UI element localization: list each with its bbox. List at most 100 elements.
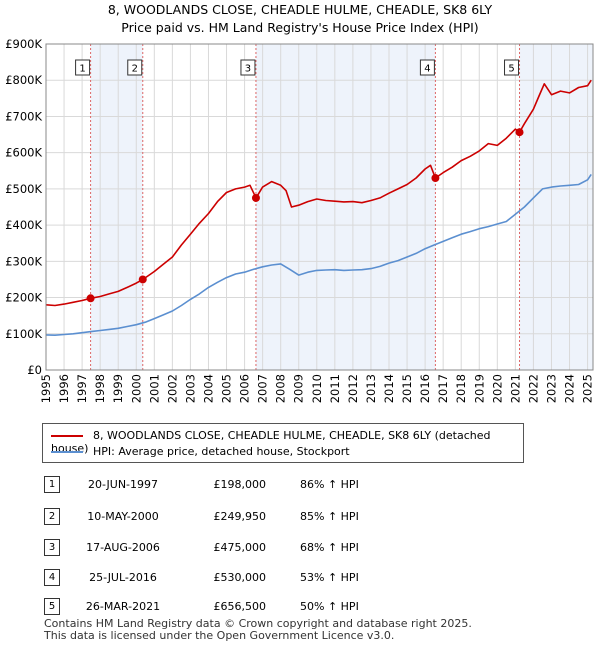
sale-hpi-change: 85% ↑ HPI	[300, 510, 359, 523]
sale-point	[251, 193, 260, 202]
sale-number: 1	[44, 476, 60, 493]
x-tick-label: 2012	[346, 374, 360, 403]
table-row: 5 26-MAR-2021 £656,500 50% ↑ HPI	[0, 596, 600, 616]
legend-swatch-property	[51, 435, 83, 437]
plot-frame	[45, 43, 594, 371]
grid	[45, 43, 593, 371]
sale-date: 25-JUL-2016	[89, 571, 157, 584]
chart-title-line1: 8, WOODLANDS CLOSE, CHEADLE HULME, CHEAD…	[107, 2, 493, 17]
ownership-span	[519, 44, 593, 370]
sale-price: £656,500	[213, 600, 267, 613]
sale-label-box	[240, 59, 256, 76]
x-tick-label: 2018	[454, 374, 468, 403]
y-tick-label: £700K	[5, 109, 42, 123]
y-tick-label: £300K	[5, 254, 42, 268]
sale-label-number: 1	[79, 64, 85, 75]
x-tick-label: 2011	[328, 374, 342, 403]
sale-label-number: 4	[424, 64, 430, 75]
x-tick-label: 2001	[147, 374, 161, 403]
sale-hpi-change: 53% ↑ HPI	[300, 571, 359, 584]
y-tick-label: £800K	[5, 73, 42, 87]
sale-label-box	[75, 59, 91, 76]
footer-licence: This data is licensed under the Open Gov…	[44, 629, 395, 642]
x-tick-label: 2014	[382, 374, 396, 403]
x-tick-label: 2007	[256, 374, 270, 403]
sale-hpi-change: 86% ↑ HPI	[300, 478, 359, 491]
x-tick-label: 2023	[544, 374, 558, 403]
table-row: 4 25-JUL-2016 £530,000 53% ↑ HPI	[0, 567, 600, 587]
x-tick-label: 2013	[364, 374, 378, 403]
ownership-span	[90, 44, 143, 370]
sale-number: 3	[44, 539, 60, 556]
sale-point	[431, 174, 440, 183]
sale-price: £249,950	[213, 510, 267, 523]
x-tick-label: 2019	[472, 374, 486, 403]
sale-price: £475,000	[213, 541, 267, 554]
x-tick-label: 1999	[111, 374, 125, 403]
x-tick-label: 2024	[563, 374, 577, 403]
x-tick-label: 2005	[220, 374, 234, 403]
x-tick-label: 2021	[508, 374, 522, 403]
x-tick-label: 2003	[183, 374, 197, 403]
x-tick-label: 1998	[93, 374, 107, 403]
price-chart: £0 £100K £200K £300K £400K £500K £600K £700K £80…	[5, 37, 594, 403]
sale-label-number: 5	[508, 64, 514, 75]
sale-label-box	[127, 59, 143, 76]
x-tick-label: 2004	[201, 374, 215, 403]
y-tick-label: £900K	[5, 37, 42, 51]
x-tick-label: 2010	[310, 374, 324, 403]
y-tick-label: £600K	[5, 146, 42, 160]
sale-hpi-change: 50% ↑ HPI	[300, 600, 359, 613]
axes: £0 £100K £200K £300K £400K £500K £600K £700K £80…	[5, 37, 594, 403]
legend-label-hpi: HPI: Average price, detached house, Stoc…	[93, 445, 350, 458]
x-tick-label: 2015	[400, 374, 414, 403]
sale-label-box	[504, 59, 520, 76]
legend: 8, WOODLANDS CLOSE, CHEADLE HULME, CHEAD…	[42, 423, 524, 463]
sale-price: £198,000	[213, 478, 267, 491]
x-tick-label: 2020	[490, 374, 504, 403]
x-tick-label: 2002	[165, 374, 179, 403]
y-tick-label: £0	[27, 363, 42, 377]
sale-points	[86, 128, 524, 303]
sale-number: 5	[44, 598, 60, 615]
sale-point	[138, 275, 147, 284]
x-tick-label: 2016	[418, 374, 432, 403]
footer-copyright: Contains HM Land Registry data © Crown c…	[44, 617, 472, 630]
legend-item-hpi: HPI: Average price, detached house, Stoc…	[51, 445, 350, 458]
legend-swatch-hpi	[51, 451, 83, 453]
ownership-shading	[90, 44, 593, 370]
x-tick-label: 2009	[292, 374, 306, 403]
x-tick-label: 1995	[39, 374, 53, 403]
sale-date: 17-AUG-2006	[86, 541, 160, 554]
hpi-line	[45, 173, 592, 337]
sale-number: 2	[44, 508, 60, 525]
chart-title-line2: Price paid vs. HM Land Registry's House …	[121, 20, 479, 35]
y-tick-label: £500K	[5, 182, 42, 196]
x-tick-label: 2006	[238, 374, 252, 403]
sale-date: 20-JUN-1997	[87, 478, 159, 491]
y-tick-label: £400K	[5, 218, 42, 232]
y-tick-label: £100K	[5, 327, 42, 341]
x-tick-label: 2022	[526, 374, 540, 403]
sale-hpi-change: 68% ↑ HPI	[300, 541, 359, 554]
x-tick-label: 2000	[129, 374, 143, 403]
sale-labels: 1 2 3 4 5	[75, 59, 520, 76]
ownership-span	[255, 44, 436, 370]
table-row: 3 17-AUG-2006 £475,000 68% ↑ HPI	[0, 537, 600, 557]
x-tick-label: 2025	[581, 374, 595, 403]
y-tick-label: £200K	[5, 291, 42, 305]
x-tick-label: 2008	[274, 374, 288, 403]
sale-point	[86, 294, 95, 303]
footer: Contains HM Land Registry data © Crown c…	[44, 618, 472, 642]
sale-date: 26-MAR-2021	[85, 600, 161, 613]
sale-price: £530,000	[213, 571, 267, 584]
sale-label-number: 2	[132, 64, 138, 75]
sale-number: 4	[44, 569, 60, 586]
x-tick-label: 1997	[75, 374, 89, 403]
x-tick-label: 2017	[436, 374, 450, 403]
table-row: 1 20-JUN-1997 £198,000 86% ↑ HPI	[0, 474, 600, 494]
table-row: 2 10-MAY-2000 £249,950 85% ↑ HPI	[0, 506, 600, 526]
sale-label-number: 3	[245, 64, 251, 75]
sale-label-box	[419, 59, 435, 76]
sale-point	[515, 128, 524, 137]
